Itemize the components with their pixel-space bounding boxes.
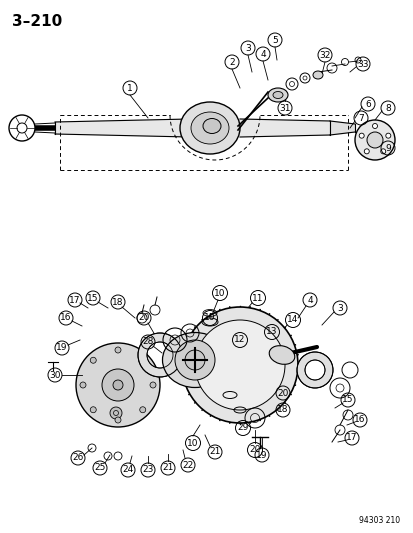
Circle shape [115, 347, 121, 353]
Circle shape [140, 407, 145, 413]
Text: 10: 10 [187, 439, 198, 448]
Circle shape [372, 124, 377, 128]
Text: 25: 25 [94, 464, 105, 472]
Circle shape [115, 417, 121, 423]
Text: 16: 16 [60, 313, 71, 322]
Circle shape [80, 382, 86, 388]
Circle shape [140, 357, 145, 364]
Circle shape [175, 340, 214, 380]
Ellipse shape [312, 71, 322, 79]
Text: 4: 4 [306, 295, 312, 304]
Circle shape [380, 149, 385, 154]
Text: 8: 8 [384, 103, 390, 112]
Circle shape [110, 407, 122, 419]
Text: 10: 10 [204, 313, 215, 322]
Text: 15: 15 [87, 294, 99, 303]
Text: 32: 32 [318, 51, 330, 60]
Text: 14: 14 [287, 316, 298, 325]
Text: 18: 18 [277, 406, 288, 415]
Text: 20: 20 [277, 389, 288, 398]
Text: 24: 24 [122, 465, 133, 474]
Text: 21: 21 [162, 464, 173, 472]
Text: 22: 22 [182, 461, 193, 470]
Text: 29: 29 [237, 424, 248, 432]
Circle shape [385, 133, 390, 138]
Text: 19: 19 [56, 343, 68, 352]
Ellipse shape [180, 102, 240, 154]
Text: 19: 19 [256, 450, 267, 459]
Text: 31: 31 [279, 103, 290, 112]
Wedge shape [296, 352, 332, 388]
Text: 94303 210: 94303 210 [358, 516, 399, 525]
Text: 28: 28 [142, 337, 153, 346]
Text: 1: 1 [127, 84, 133, 93]
Circle shape [366, 132, 382, 148]
Polygon shape [55, 119, 190, 137]
Text: 9: 9 [384, 143, 390, 152]
Text: 21: 21 [209, 448, 220, 456]
Ellipse shape [162, 333, 227, 387]
Text: 7: 7 [357, 114, 363, 123]
Text: 20: 20 [249, 446, 260, 455]
Polygon shape [240, 119, 329, 137]
Circle shape [76, 343, 159, 427]
Ellipse shape [190, 112, 228, 144]
Wedge shape [138, 333, 182, 377]
Text: 15: 15 [342, 395, 353, 405]
Text: 13: 13 [266, 327, 277, 336]
Circle shape [150, 382, 156, 388]
Circle shape [102, 369, 134, 401]
Text: 33: 33 [356, 60, 368, 69]
Ellipse shape [272, 92, 282, 99]
Text: 6: 6 [364, 100, 370, 109]
Circle shape [113, 380, 123, 390]
Circle shape [358, 133, 363, 138]
Text: 12: 12 [234, 335, 245, 344]
Circle shape [90, 357, 96, 364]
Circle shape [354, 120, 394, 160]
Text: 30: 30 [49, 370, 61, 379]
Text: 20: 20 [138, 313, 150, 322]
Text: 23: 23 [142, 465, 153, 474]
Circle shape [182, 307, 297, 423]
Circle shape [195, 320, 284, 410]
Text: 3–210: 3–210 [12, 14, 62, 29]
Text: 18: 18 [112, 297, 123, 306]
Text: 2: 2 [229, 58, 234, 67]
Text: 16: 16 [354, 416, 365, 424]
Text: 3: 3 [336, 303, 342, 312]
Polygon shape [329, 121, 354, 135]
Text: 26: 26 [72, 454, 83, 463]
Text: 3: 3 [244, 44, 250, 52]
Text: 17: 17 [345, 433, 357, 442]
Text: 10: 10 [214, 288, 225, 297]
Text: 4: 4 [259, 50, 265, 59]
Text: 5: 5 [271, 36, 277, 44]
Ellipse shape [268, 346, 294, 365]
Circle shape [185, 350, 204, 370]
Circle shape [363, 149, 368, 154]
Ellipse shape [267, 88, 287, 102]
Text: 11: 11 [252, 294, 263, 303]
Text: 17: 17 [69, 295, 81, 304]
Ellipse shape [202, 118, 221, 133]
Circle shape [90, 407, 96, 413]
